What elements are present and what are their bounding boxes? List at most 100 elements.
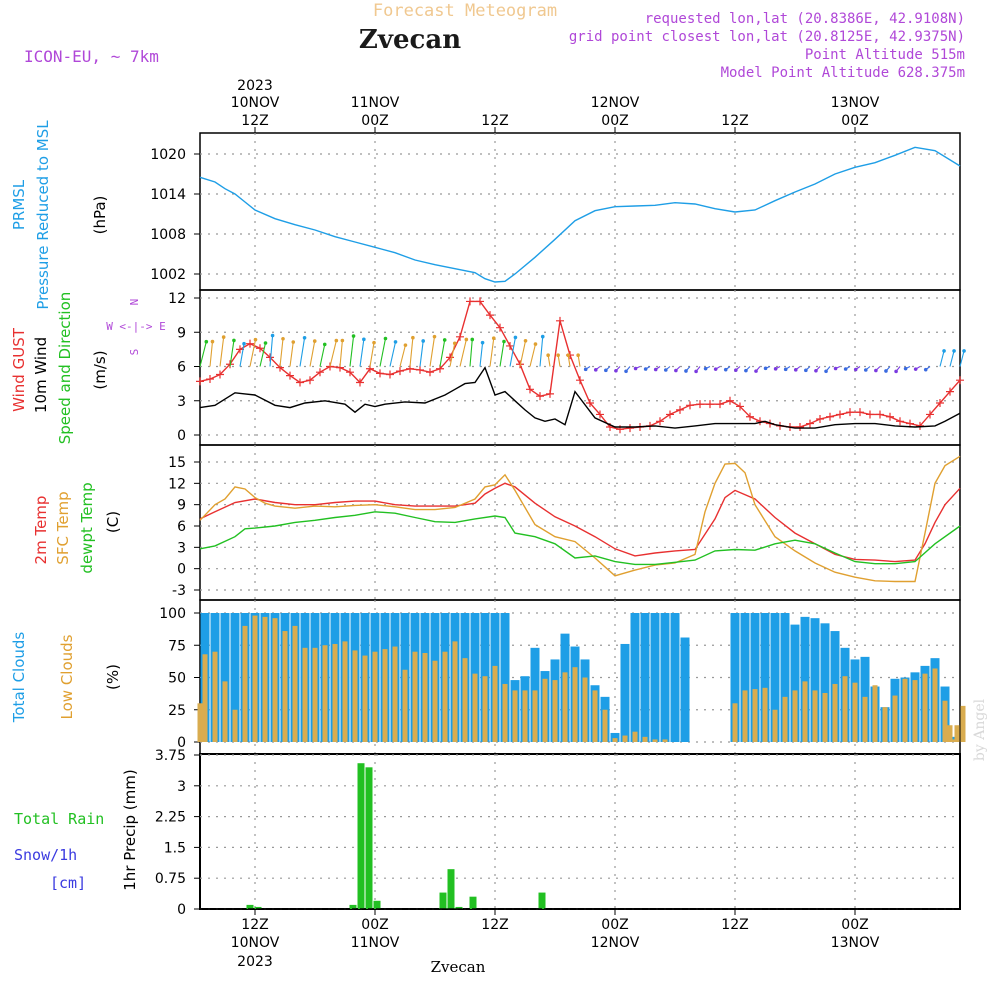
wind-arrow-head — [962, 349, 966, 353]
bar-low-clouds — [472, 673, 478, 742]
y-tick-label: 1014 — [150, 187, 186, 203]
wind-arrow — [329, 340, 337, 367]
wind-arrow-head — [684, 369, 688, 373]
bar-low-clouds — [332, 643, 338, 742]
compass-south: S — [128, 349, 141, 356]
wind-arrow — [229, 340, 235, 367]
y-tick-label: 6 — [177, 360, 186, 376]
bar-rain — [246, 904, 254, 909]
top-day-label: 12NOV — [591, 95, 640, 111]
bar-total-clouds — [620, 643, 630, 742]
wind-arrow-head — [952, 349, 956, 353]
bar-low-clouds — [552, 680, 558, 742]
gust-marker — [466, 297, 474, 306]
wind-arrow — [469, 339, 473, 367]
wind-arrow-head — [502, 339, 506, 344]
gust-marker — [296, 378, 304, 387]
label-snow: Snow/1h — [14, 846, 77, 864]
panel-frame — [199, 753, 961, 910]
gust-marker — [216, 370, 224, 379]
wind-arrow-head — [281, 336, 285, 341]
bar-total-clouds — [670, 613, 680, 742]
y-tick-label: 9 — [177, 325, 186, 341]
y-tick-label: 12 — [168, 291, 186, 307]
bar-low-clouds — [632, 731, 638, 742]
bar-low-clouds — [442, 651, 448, 742]
wind-arrow — [419, 340, 424, 367]
bottom-time-label: 12Z — [721, 917, 748, 933]
bar-low-clouds — [322, 645, 328, 742]
wind-arrow — [239, 343, 245, 367]
panel-temperature: -3 0 3 6 9 12 15 — [168, 444, 961, 601]
gust-marker — [426, 368, 434, 377]
y-tick-label: 15 — [168, 455, 186, 471]
wind-arrow-head — [513, 335, 518, 340]
bar-low-clouds — [292, 625, 298, 742]
gust-marker — [256, 344, 264, 353]
y-tick-label: 6 — [177, 519, 186, 535]
y-tick-label: 0 — [177, 428, 186, 444]
wind-arrow-head — [614, 369, 618, 373]
wind-arrow-head — [863, 368, 868, 372]
bar-total-clouds — [230, 613, 240, 742]
top-day-label: 11NOV — [351, 95, 400, 111]
wind-arrow — [577, 355, 581, 367]
wind-arrow-head — [322, 342, 327, 347]
y-tick-label: 9 — [177, 498, 186, 514]
wind-arrow-head — [793, 368, 798, 372]
bar-low-clouds — [197, 703, 203, 742]
wind-arrow-head — [302, 335, 307, 340]
wind-arrow-head — [674, 368, 678, 373]
model-altitude: Model Point Altitude 628.375m — [721, 65, 965, 81]
top-year-label: 2023 — [237, 78, 273, 94]
wind-arrow — [567, 355, 571, 367]
label-dewpt-temp: dewpt Temp — [78, 482, 96, 573]
wind-arrow-head — [814, 369, 818, 373]
wind-arrow-head — [340, 338, 345, 343]
bar-low-clouds — [612, 738, 618, 742]
gust-marker — [476, 297, 484, 306]
bar-total-clouds — [660, 613, 670, 742]
bar-low-clouds — [262, 616, 268, 742]
requested-coords: requested lon,lat (20.8386E, 42.9108N) — [645, 11, 965, 27]
bar-low-clouds — [947, 725, 953, 742]
label-2m-temp: 2m Temp — [32, 496, 50, 565]
gust-marker — [306, 376, 314, 385]
bar-rain — [439, 892, 447, 909]
wind-arrow — [309, 340, 316, 367]
gust-marker — [456, 332, 464, 341]
wind-arrow-head — [903, 366, 908, 371]
label-pressure-msl: Pressure Reduced to MSL — [34, 120, 52, 310]
bar-low-clouds — [960, 705, 966, 742]
wind-arrow — [399, 345, 406, 367]
gust-marker — [626, 424, 634, 433]
gust-marker — [846, 408, 854, 417]
bar-low-clouds — [832, 683, 838, 742]
gust-marker — [726, 396, 734, 405]
bar-low-clouds — [954, 725, 960, 742]
series-10m-wind — [199, 366, 961, 429]
bar-low-clouds — [862, 696, 868, 742]
bar-low-clouds — [312, 647, 318, 742]
y-tick-label: -3 — [172, 583, 186, 599]
wind-arrow — [369, 342, 375, 367]
bar-low-clouds — [762, 687, 768, 742]
bottom-day-label: 10NOV — [231, 935, 280, 951]
chart-panels: 1002 1008 1014 1020 0 3 6 9 12 -3 0 3 6 9 12 15 0 25 50 75 1… — [150, 132, 966, 918]
wind-arrow — [459, 339, 467, 367]
y-tick-label: 0 — [177, 562, 186, 578]
bar-low-clouds — [202, 654, 208, 742]
bar-low-clouds — [892, 695, 898, 742]
bottom-day-label: 12NOV — [591, 935, 640, 951]
gust-marker — [246, 339, 254, 348]
gust-marker — [526, 385, 534, 394]
wind-arrow-head — [884, 369, 888, 373]
wind-arrow-head — [804, 368, 808, 373]
wind-arrow-head — [763, 366, 768, 371]
gust-marker — [596, 410, 604, 419]
bottom-time-label: 00Z — [841, 917, 868, 933]
wind-arrow — [489, 338, 495, 367]
wind-arrow-head — [351, 334, 356, 338]
wind-arrow-head — [432, 334, 437, 339]
bar-low-clouds — [282, 631, 288, 742]
